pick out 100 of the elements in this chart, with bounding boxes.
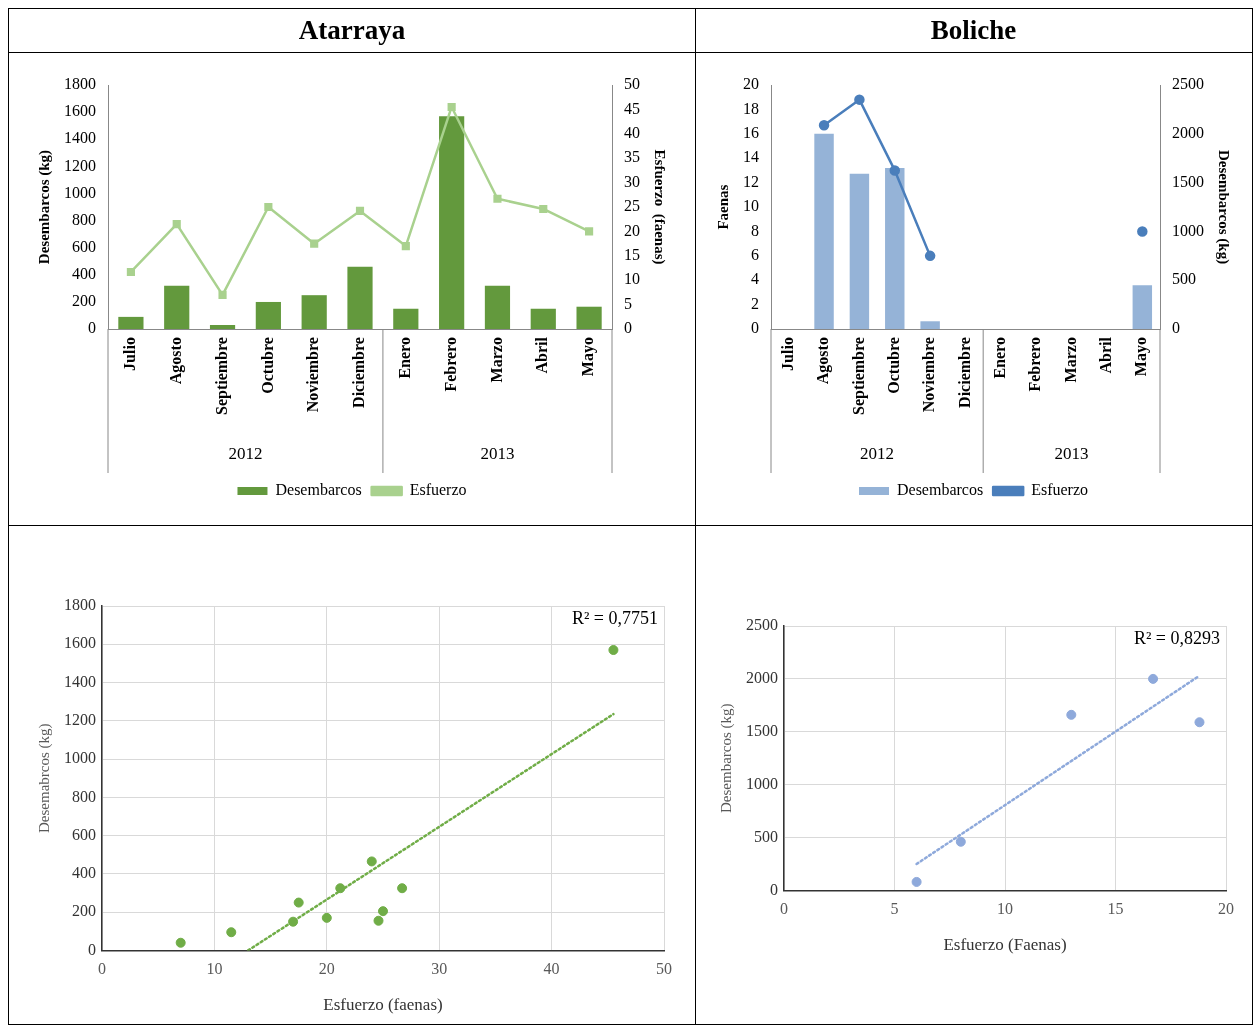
- y2-tick-label: 1500: [1172, 172, 1204, 190]
- legend-label: Desembarcos: [896, 481, 984, 499]
- y-axis-title: Desembarcos (kg): [717, 702, 735, 813]
- text: 2012: [228, 444, 263, 464]
- y2-tick-label: 30: [624, 172, 640, 190]
- x-tick-label: 20: [318, 959, 335, 977]
- y-tick-label: 800: [72, 787, 96, 805]
- y2-axis-title: Desembarcos (kg): [1215, 149, 1233, 265]
- y-tick-label: 400: [72, 265, 96, 283]
- x-tick-label: 5: [890, 899, 898, 917]
- x-tick-label: Diciembre: [350, 337, 368, 408]
- y-tick-label: 1400: [64, 129, 96, 147]
- x-tick-label: 10: [206, 959, 223, 977]
- legend-label: Esfuerzo: [409, 481, 467, 499]
- y2-tick-label: 35: [624, 148, 640, 166]
- y-tick-label: 16: [743, 124, 759, 142]
- y2-tick-label: 2000: [1172, 124, 1204, 142]
- y-tick-label: 200: [72, 901, 96, 919]
- y-tick-label: 1800: [64, 75, 96, 93]
- y-axis-title: Desemabrcos (kg): [35, 722, 53, 833]
- y-tick-label: 6: [751, 246, 759, 264]
- x-tick-label: Abril: [533, 336, 551, 374]
- x-tick-label: Marzo: [1061, 337, 1079, 383]
- y-tick-label: 14: [743, 148, 759, 166]
- y-tick-label: 18: [743, 99, 759, 117]
- y-tick-label: 8: [751, 221, 759, 239]
- text: 2013: [1054, 444, 1089, 464]
- chart-title: Atarraya: [9, 9, 695, 53]
- x-tick-label: Mayo: [1132, 337, 1151, 377]
- y2-tick-label: 0: [624, 319, 632, 337]
- y-axis-title: Desembarcos (kg): [35, 149, 53, 265]
- x-tick-label: 20: [1217, 899, 1234, 917]
- text: 2013: [480, 444, 515, 464]
- x-tick-label: 30: [431, 959, 448, 977]
- y2-axis-title: Esfuerzo (faenas): [651, 149, 669, 265]
- y2-tick-label: 15: [624, 246, 640, 264]
- y2-tick-label: 500: [1172, 270, 1196, 288]
- y-tick-label: 400: [72, 863, 96, 881]
- annotation: R² = 0,8293: [1133, 627, 1220, 648]
- x-tick-label: Julio: [121, 337, 139, 371]
- annotation: R² = 0,7751: [571, 607, 658, 628]
- y-tick-label: 1500: [745, 721, 778, 739]
- y-tick-label: 200: [72, 292, 96, 310]
- y-tick-label: 0: [88, 319, 96, 337]
- x-axis-title: Esfuerzo (Faenas): [942, 934, 1067, 954]
- x-tick-label: 15: [1107, 899, 1123, 917]
- y-tick-label: 2000: [745, 668, 778, 686]
- y-tick-label: 600: [72, 825, 96, 843]
- x-tick-label: Octubre: [258, 337, 276, 394]
- x-tick-label: Julio: [778, 337, 796, 371]
- y-tick-label: 1600: [64, 633, 96, 651]
- y-tick-label: 500: [753, 827, 778, 845]
- x-tick-label: Mayo: [579, 337, 598, 377]
- y-tick-label: 1400: [64, 672, 96, 690]
- legend-label: Desembarcos: [275, 481, 362, 499]
- text: 2012: [860, 444, 895, 464]
- x-tick-label: Octubre: [884, 337, 902, 394]
- y2-tick-label: 40: [624, 124, 640, 142]
- y2-tick-label: 2500: [1172, 75, 1204, 93]
- x-tick-label: Enero: [991, 337, 1008, 379]
- chart-title: Boliche: [695, 9, 1252, 53]
- x-tick-label: 40: [543, 959, 560, 977]
- y-tick-label: 1200: [64, 710, 96, 728]
- y-tick-label: 2500: [745, 615, 778, 633]
- y-tick-label: 0: [769, 880, 778, 898]
- y2-tick-label: 0: [1172, 319, 1180, 337]
- y-tick-label: 800: [72, 210, 96, 228]
- x-tick-label: Noviembre: [304, 337, 322, 413]
- x-tick-label: Abril: [1097, 336, 1115, 374]
- y-tick-label: 20: [743, 75, 759, 93]
- x-tick-label: Diciembre: [955, 337, 973, 408]
- y2-tick-label: 5: [624, 294, 632, 312]
- y2-tick-label: 20: [624, 221, 640, 239]
- y-tick-label: 1000: [64, 183, 96, 201]
- y-tick-label: 1200: [64, 156, 96, 174]
- x-tick-label: Enero: [395, 337, 413, 379]
- y-tick-label: 0: [88, 940, 96, 958]
- y-tick-label: 1600: [64, 102, 96, 120]
- y2-tick-label: 10: [624, 270, 640, 288]
- y-tick-label: 0: [751, 319, 759, 337]
- y2-tick-label: 45: [624, 99, 640, 117]
- x-tick-label: Febrero: [441, 337, 459, 392]
- x-tick-label: Agosto: [814, 337, 833, 385]
- y-tick-label: 1000: [64, 748, 96, 766]
- x-tick-label: Febrero: [1026, 337, 1044, 392]
- x-tick-label: 50: [656, 959, 672, 977]
- y-tick-label: 12: [743, 172, 759, 190]
- y2-tick-label: 50: [624, 75, 640, 93]
- y2-tick-label: 25: [624, 197, 640, 215]
- y-tick-label: 1800: [64, 595, 96, 613]
- y2-tick-label: 1000: [1172, 221, 1204, 239]
- x-tick-label: Septiembre: [849, 337, 868, 416]
- x-tick-label: Agosto: [166, 337, 185, 385]
- y-tick-label: 10: [743, 197, 759, 215]
- y-tick-label: 4: [751, 270, 759, 288]
- x-tick-label: 10: [996, 899, 1013, 917]
- y-tick-label: 1000: [745, 774, 778, 792]
- x-axis-title: Esfuerzo (faenas): [323, 994, 443, 1014]
- y-tick-label: 2: [751, 294, 759, 312]
- y-tick-label: 600: [72, 237, 96, 255]
